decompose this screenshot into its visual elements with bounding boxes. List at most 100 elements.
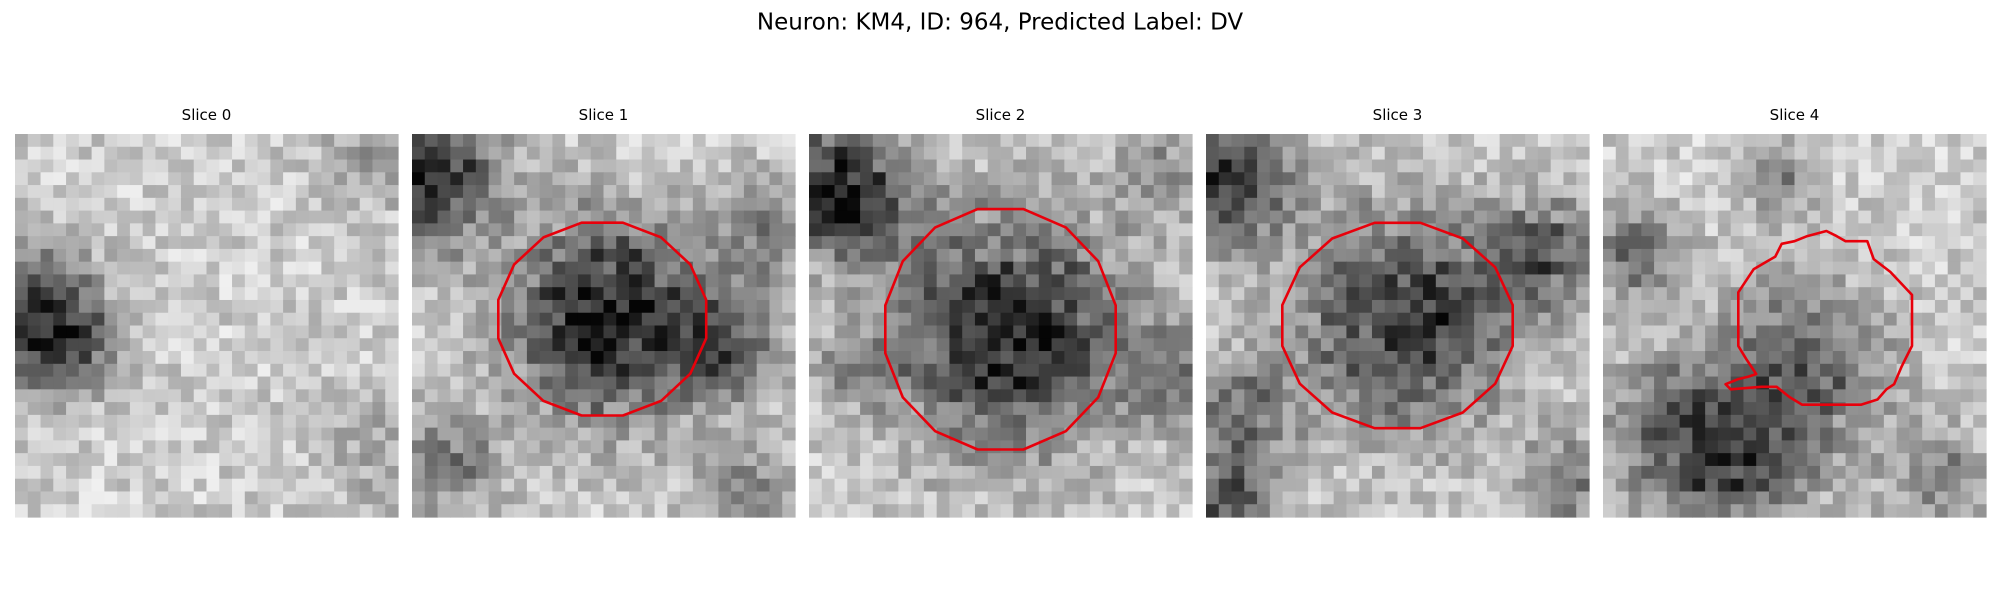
pixel	[295, 440, 310, 454]
pixel	[1512, 223, 1526, 237]
pixel	[1461, 414, 1475, 429]
pixel	[1730, 134, 1745, 148]
pixel	[66, 402, 80, 416]
pixel	[1371, 248, 1386, 263]
pixel	[1384, 146, 1399, 161]
pixel	[1781, 402, 1796, 416]
pixel	[821, 389, 836, 403]
pixel	[1423, 427, 1437, 441]
pixel	[1064, 159, 1078, 173]
pixel	[1371, 274, 1386, 288]
pixel	[1218, 453, 1233, 467]
pixel	[1089, 363, 1104, 378]
pixel	[424, 172, 439, 186]
pixel	[1883, 440, 1898, 454]
pixel	[1206, 159, 1220, 173]
pixel	[385, 465, 399, 480]
pixel	[1499, 478, 1513, 493]
pixel	[1654, 491, 1668, 505]
pixel	[692, 440, 707, 454]
pixel	[809, 210, 823, 224]
pixel	[1218, 338, 1233, 352]
pixel	[705, 402, 719, 416]
pixel	[629, 325, 643, 339]
pixel	[1947, 338, 1962, 352]
pixel	[1858, 274, 1872, 288]
pixel	[577, 389, 592, 403]
pixel	[590, 197, 605, 212]
pixel	[475, 440, 490, 454]
pixel	[1026, 236, 1040, 250]
pixel	[1435, 363, 1450, 378]
pixel	[232, 197, 246, 212]
pixel	[1166, 185, 1180, 199]
pixel	[1474, 299, 1488, 314]
pixel	[1781, 210, 1796, 224]
pixel	[385, 351, 399, 365]
pixel	[1269, 146, 1284, 161]
pixel	[1794, 453, 1808, 467]
pixel	[1000, 504, 1014, 518]
pixel	[834, 402, 848, 416]
pixel	[885, 312, 899, 327]
pixel	[1282, 172, 1296, 186]
pixel	[911, 274, 925, 288]
pixel	[1218, 287, 1233, 301]
pixel	[206, 134, 220, 148]
pixel	[91, 223, 105, 237]
pixel	[1346, 465, 1360, 480]
pixel	[1013, 389, 1027, 403]
pixel	[1499, 376, 1513, 390]
pixel	[1461, 248, 1475, 263]
pixel	[463, 338, 477, 352]
pixel	[104, 453, 118, 467]
pixel	[1807, 351, 1821, 365]
pixel	[1832, 465, 1847, 480]
pixel	[219, 248, 233, 263]
pixel	[1179, 134, 1193, 148]
pixel	[1641, 134, 1655, 148]
pixel	[1179, 504, 1193, 518]
pixel	[974, 453, 989, 467]
pixel	[1257, 504, 1271, 518]
pixel	[1166, 248, 1180, 263]
pixel	[898, 402, 912, 416]
pixel	[1512, 338, 1526, 352]
pixel	[539, 325, 554, 339]
pixel	[283, 197, 297, 212]
pixel	[1077, 159, 1091, 173]
pixel	[180, 223, 195, 237]
pixel	[359, 261, 374, 276]
pixel	[53, 274, 67, 288]
pixel	[860, 351, 874, 365]
pixel	[1269, 465, 1284, 480]
pixel	[1410, 453, 1424, 467]
pixel	[590, 376, 605, 390]
pixel	[834, 261, 848, 276]
pixel	[680, 185, 694, 199]
pixel	[936, 338, 951, 352]
pixel	[680, 402, 694, 416]
pixel	[1000, 465, 1014, 480]
pixel	[987, 287, 1002, 301]
pixel	[1781, 146, 1796, 161]
pixel	[1845, 134, 1859, 148]
pixel	[834, 248, 848, 263]
pixel	[129, 389, 144, 403]
pixel	[1179, 465, 1193, 480]
pixel	[1603, 210, 1617, 224]
pixel	[1231, 351, 1245, 365]
pixel	[270, 248, 284, 263]
pixel	[53, 312, 67, 327]
pixel	[731, 402, 745, 416]
pixel	[731, 223, 745, 237]
pixel	[847, 351, 861, 365]
pixel	[1603, 312, 1617, 327]
pixel	[346, 453, 361, 467]
pixel	[743, 351, 758, 365]
pixel	[1000, 134, 1014, 148]
pixel	[1115, 261, 1129, 276]
pixel	[847, 402, 861, 416]
pixel	[244, 491, 259, 505]
pixel	[1743, 185, 1757, 199]
